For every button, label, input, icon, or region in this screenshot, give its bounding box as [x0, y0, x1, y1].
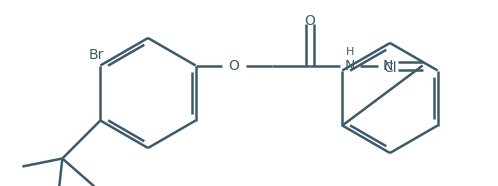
Text: N: N [345, 59, 355, 73]
Text: O: O [228, 59, 239, 73]
Text: H: H [346, 46, 354, 57]
Text: Cl: Cl [383, 61, 397, 75]
Text: N: N [382, 59, 393, 73]
Text: O: O [304, 14, 315, 28]
Text: Br: Br [89, 47, 104, 62]
